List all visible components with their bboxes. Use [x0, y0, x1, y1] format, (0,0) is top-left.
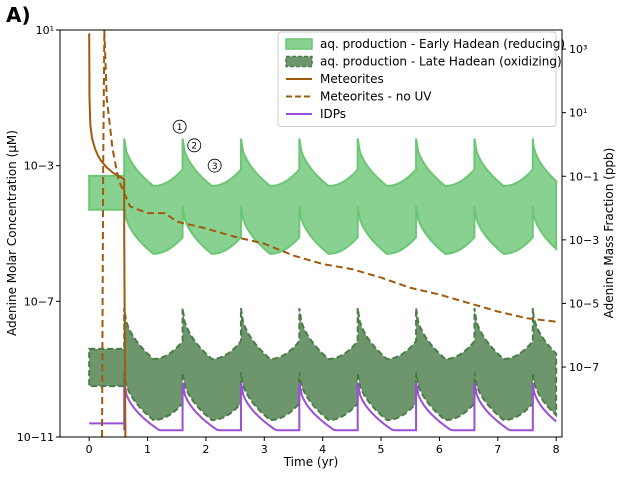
x-tick-label: 5: [378, 443, 385, 456]
idps-line: [89, 382, 557, 432]
y-axis-left: 10−11 10−7 10−3 10¹: [17, 24, 60, 444]
legend-label: aq. production - Late Hadean (oxidizing): [320, 55, 562, 69]
y-right-tick-label: 10−1: [569, 170, 599, 183]
meteorites-no-uv-line: [101, 30, 557, 437]
late-hadean-band: [88, 307, 558, 422]
x-tick-label: 3: [261, 443, 268, 456]
legend-label: IDPs: [320, 107, 346, 121]
x-tick-label: 1: [144, 443, 151, 456]
y-axis-title-left: Adenine Molar Concentration (μM): [5, 130, 19, 336]
y-left-tick-label: 10−11: [17, 431, 54, 444]
legend-label: aq. production - Early Hadean (reducing): [320, 37, 565, 51]
plot-area: [88, 30, 558, 437]
annotation-circle: [207, 158, 222, 173]
y-axis-right: 10³ 10¹ 10−1 10−3 10−5 10−7: [562, 43, 599, 374]
y-right-tick-label: 10−5: [569, 297, 599, 310]
legend-label: Meteorites - no UV: [320, 90, 432, 104]
legend-label: Meteorites: [320, 72, 384, 86]
y-left-tick-label: 10−7: [24, 295, 54, 308]
y-right-tick-label: 10−3: [569, 234, 599, 247]
y-left-tick-label: 10¹: [36, 24, 54, 37]
legend-swatch: [285, 55, 313, 68]
y-right-tick-label: 10−7: [569, 361, 599, 374]
y-left-tick-label: 10−3: [24, 160, 54, 173]
x-tick-label: 4: [319, 443, 326, 456]
legend: aq. production - Early Hadean (reducing)…: [277, 31, 565, 127]
annotation-label: 3: [212, 162, 218, 172]
y-axis-title-right: Adenine Mass Fraction (ppb): [602, 148, 616, 319]
y-right-tick-label: 10¹: [569, 107, 587, 120]
early-hadean-band: [88, 138, 558, 255]
annotation-circle: [172, 119, 187, 134]
plot-frame: [59, 29, 563, 438]
x-tick-label: 7: [494, 443, 501, 456]
x-tick-label: 6: [436, 443, 443, 456]
x-tick-label: 8: [553, 443, 560, 456]
x-tick-label: 2: [202, 443, 209, 456]
x-axis: 0 1 2 3 4 5 6 7 8: [86, 437, 560, 456]
y-right-tick-label: 10³: [569, 43, 587, 56]
x-tick-label: 0: [86, 443, 93, 456]
panel-label: A): [6, 3, 31, 27]
legend-swatch: [285, 38, 313, 50]
annotation-circle: [187, 138, 202, 153]
annotation-label: 2: [191, 142, 197, 152]
meteorites-line: [88, 33, 127, 437]
annotations: 12 3: [172, 119, 222, 173]
x-axis-title: Time (yr): [283, 455, 339, 469]
annotation-label: 1: [177, 123, 183, 133]
legend-box: [277, 31, 557, 127]
